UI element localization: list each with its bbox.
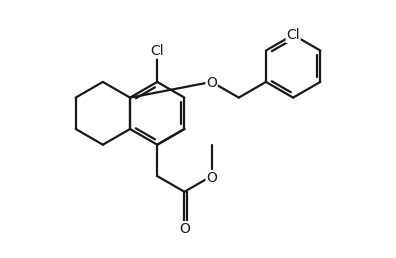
Text: O: O bbox=[206, 76, 217, 90]
Text: Cl: Cl bbox=[286, 28, 300, 42]
Text: O: O bbox=[206, 171, 217, 184]
Text: Cl: Cl bbox=[150, 44, 164, 58]
Text: O: O bbox=[179, 222, 190, 236]
